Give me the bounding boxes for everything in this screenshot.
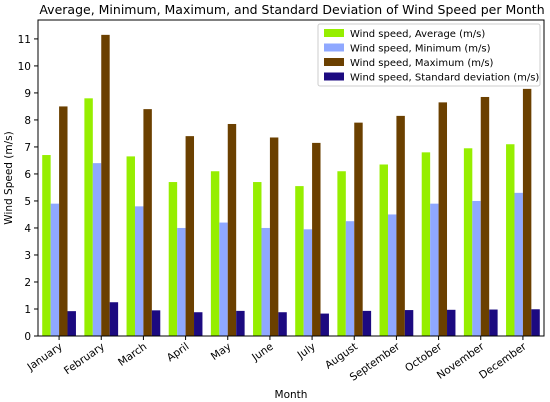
y-tick-label: 1 [24, 304, 31, 316]
plot-bars [42, 34, 540, 336]
bar [362, 310, 372, 336]
bar [379, 164, 388, 336]
bar [303, 229, 313, 336]
bar [126, 156, 135, 336]
bar [312, 142, 321, 336]
bar [430, 203, 439, 336]
bar [253, 182, 262, 336]
bar [320, 313, 329, 336]
bar [387, 214, 397, 336]
bar [194, 312, 203, 336]
bar [168, 182, 178, 336]
y-tick-label: 5 [24, 196, 31, 208]
bar [59, 106, 68, 336]
x-tick-label: July [295, 341, 318, 362]
x-tick-label: December [477, 340, 529, 381]
y-tick-label: 6 [24, 169, 31, 181]
x-tick-label: January [24, 341, 64, 374]
bar [447, 309, 456, 336]
bar [269, 137, 279, 336]
bar [134, 206, 144, 336]
bar [531, 309, 540, 336]
legend-label: Wind speed, Average (m/s) [350, 29, 485, 40]
bar [337, 171, 346, 336]
bar [67, 311, 76, 336]
bar [345, 221, 355, 336]
bar [354, 122, 363, 336]
bar [489, 309, 498, 336]
bar [522, 88, 532, 336]
bar [396, 115, 405, 336]
legend-label: Wind speed, Standard deviation (m/s) [350, 73, 539, 84]
y-axis-label: Wind Speed (m/s) [3, 131, 15, 224]
bar [463, 148, 473, 336]
legend-label: Wind speed, Maximum (m/s) [350, 58, 494, 69]
bar [219, 222, 228, 336]
bar [92, 163, 102, 336]
plot-frame [37, 19, 545, 337]
legend-swatch [324, 29, 344, 37]
bar [480, 96, 490, 336]
x-tick-label: June [249, 341, 275, 365]
legend-items: Wind speed, Average (m/s) Wind speed, Min… [324, 29, 539, 84]
bar [42, 155, 51, 336]
bar [50, 203, 60, 336]
bar [438, 102, 448, 336]
y-tick-label: 0 [24, 331, 31, 343]
bar [472, 200, 481, 336]
x-tick-label: May [209, 341, 234, 363]
legend-swatch [324, 43, 344, 52]
bar [514, 192, 523, 336]
bar [506, 144, 515, 336]
bar [404, 310, 414, 336]
y-tick-label: 4 [24, 223, 31, 235]
x-tick-label: April [165, 341, 192, 365]
y-tick-label: 7 [24, 142, 31, 154]
bar [109, 302, 119, 336]
x-axis-label: Month [275, 389, 308, 401]
y-tick-label: 9 [24, 88, 31, 100]
bar [261, 227, 270, 336]
y-tick-label: 11 [18, 34, 31, 46]
chart-title: Average, Minimum, Maximum, and Standard … [39, 2, 544, 17]
legend-swatch [324, 72, 344, 81]
bar [177, 227, 186, 336]
y-tick-label: 2 [24, 277, 31, 289]
legend-box [317, 23, 541, 87]
bar [227, 123, 237, 336]
legend-label: Wind speed, Minimum (m/s) [350, 44, 491, 55]
bar [210, 171, 220, 336]
bar [84, 98, 93, 336]
bar [143, 109, 152, 336]
bar [278, 312, 287, 336]
bar [295, 186, 304, 336]
y-tick-label: 3 [24, 250, 31, 262]
y-axis: 0 1 2 3 4 5 6 7 8 9 10 11 [18, 34, 38, 343]
bar [101, 34, 110, 336]
bar [151, 310, 161, 336]
legend: Wind speed, Average (m/s) Wind speed, Min… [317, 23, 541, 87]
x-tick-label: March [116, 341, 149, 369]
x-tick-label: August [323, 341, 360, 372]
bar [185, 136, 195, 336]
legend-swatch [324, 58, 344, 66]
y-tick-label: 8 [24, 115, 31, 127]
bar [236, 310, 245, 336]
x-tick-label: February [62, 341, 107, 378]
y-tick-label: 10 [18, 61, 31, 73]
bar [421, 152, 431, 336]
